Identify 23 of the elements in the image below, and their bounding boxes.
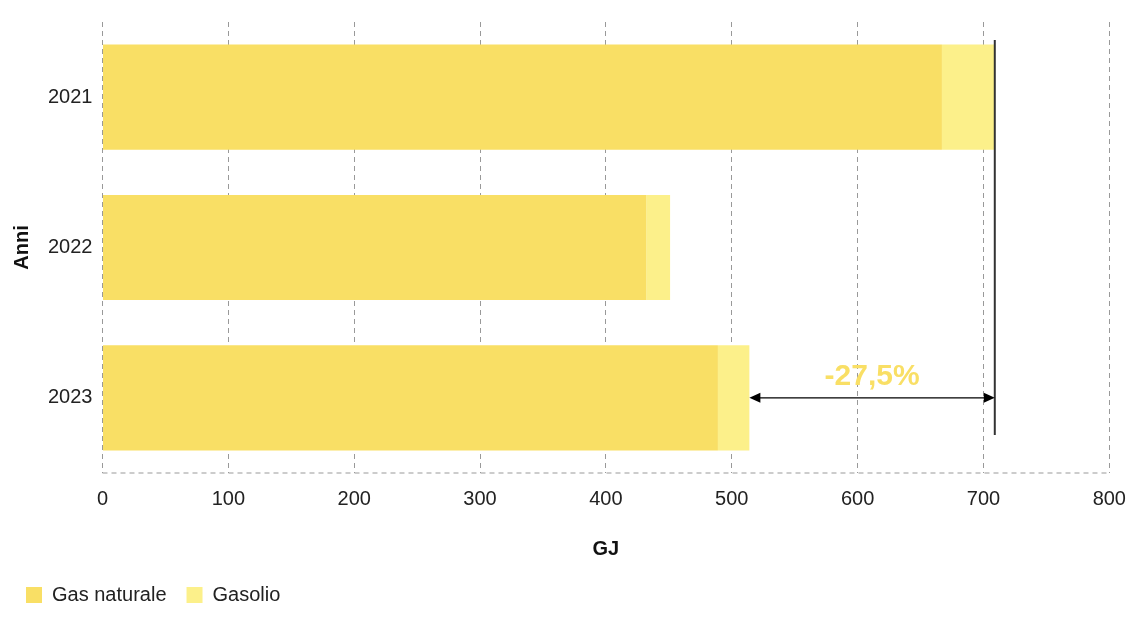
legend-label: Gasolio (212, 582, 281, 605)
y-axis-title: Anni (9, 225, 32, 270)
y-tick-label: 2023 (47, 385, 93, 408)
x-tick-label: 300 (463, 486, 497, 509)
x-tick-label: 700 (966, 486, 1001, 509)
legend-label: Gas naturale (52, 582, 167, 605)
annotation: -27,5% (824, 358, 920, 392)
bar (941, 44, 995, 150)
bar (102, 345, 718, 451)
x-tick-label: 100 (211, 486, 246, 509)
x-tick-label: 600 (840, 486, 875, 509)
bar (717, 345, 750, 451)
bar (102, 194, 647, 301)
bar (102, 44, 942, 150)
x-tick-label: 0 (96, 486, 109, 509)
x-axis-title: GJ (592, 536, 620, 559)
bar (646, 194, 671, 301)
x-tick-label: 400 (589, 486, 623, 509)
y-tick-label: 2022 (47, 235, 93, 258)
x-tick-label: 200 (337, 486, 371, 509)
x-tick-label: 800 (1092, 486, 1126, 509)
y-tick-label: 2021 (47, 84, 93, 107)
x-tick-label: 500 (715, 486, 749, 509)
